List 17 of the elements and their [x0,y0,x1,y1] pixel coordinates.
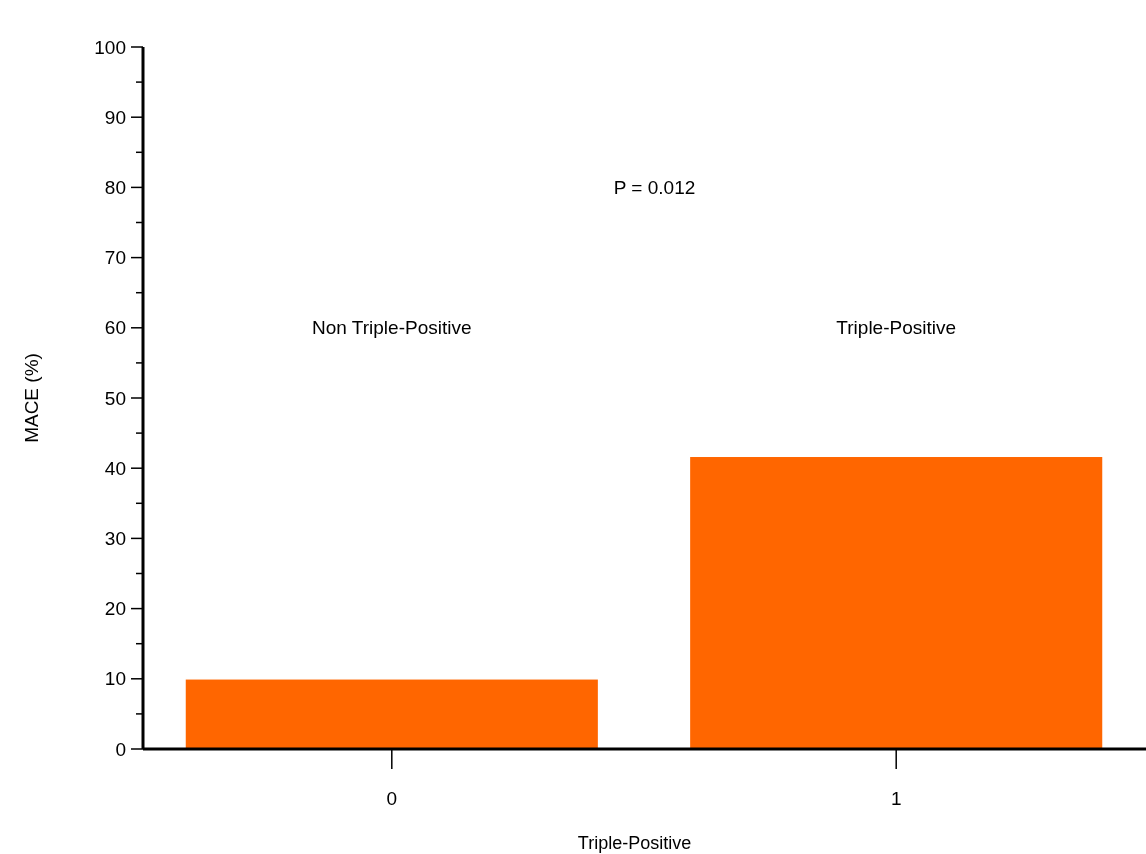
y-tick-label: 10 [104,668,126,690]
y-tick-label: 60 [104,317,126,339]
y-tick-label: 30 [104,528,126,550]
y-tick-label: 0 [115,738,126,760]
y-tick-label: 20 [104,598,126,620]
annotation: P = 0.012 [613,177,696,199]
y-tick-label: 40 [104,457,126,479]
y-tick-label: 80 [104,177,126,199]
y-axis-title: MACE (%) [21,353,42,443]
y-tick-label: 50 [104,387,126,409]
annotation: Triple-Positive [836,317,957,339]
annotation: Non Triple-Positive [312,317,472,339]
x-tick-label: 1 [890,788,902,809]
y-tick-label: 90 [104,106,126,128]
x-axis-title: Triple-Positive [577,833,692,853]
y-tick-label: 100 [94,36,126,58]
y-tick-label: 70 [104,247,126,269]
